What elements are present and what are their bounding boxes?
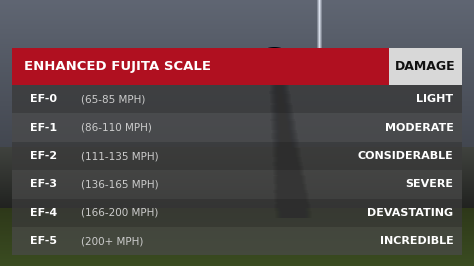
Text: EF-3: EF-3 (30, 180, 57, 189)
Text: SEVERE: SEVERE (406, 180, 454, 189)
Text: DAMAGE: DAMAGE (395, 60, 456, 73)
Text: DEVASTATING: DEVASTATING (367, 208, 454, 218)
Text: EF-2: EF-2 (30, 151, 57, 161)
Text: MODERATE: MODERATE (385, 123, 454, 133)
Bar (12, 199, 462, 227)
Bar (12, 142, 462, 170)
Text: (200+ MPH): (200+ MPH) (81, 236, 143, 246)
Text: EF-4: EF-4 (30, 208, 57, 218)
Text: (111-135 MPH): (111-135 MPH) (81, 151, 158, 161)
Text: EF-5: EF-5 (30, 236, 57, 246)
Text: ENHANCED FUJITA SCALE: ENHANCED FUJITA SCALE (24, 60, 211, 73)
Text: EF-1: EF-1 (30, 123, 57, 133)
Text: (136-165 MPH): (136-165 MPH) (81, 180, 158, 189)
Text: LIGHT: LIGHT (417, 94, 454, 104)
Text: (86-110 MPH): (86-110 MPH) (81, 123, 152, 133)
Bar (12, 48, 462, 85)
Bar (389, 48, 462, 85)
Text: CONSIDERABLE: CONSIDERABLE (358, 151, 454, 161)
Text: (65-85 MPH): (65-85 MPH) (81, 94, 145, 104)
Bar (12, 170, 462, 199)
Text: EF-0: EF-0 (30, 94, 57, 104)
Text: (166-200 MPH): (166-200 MPH) (81, 208, 158, 218)
Bar (12, 114, 462, 142)
Bar (12, 85, 462, 114)
Bar (12, 227, 462, 255)
Text: INCREDIBLE: INCREDIBLE (380, 236, 454, 246)
